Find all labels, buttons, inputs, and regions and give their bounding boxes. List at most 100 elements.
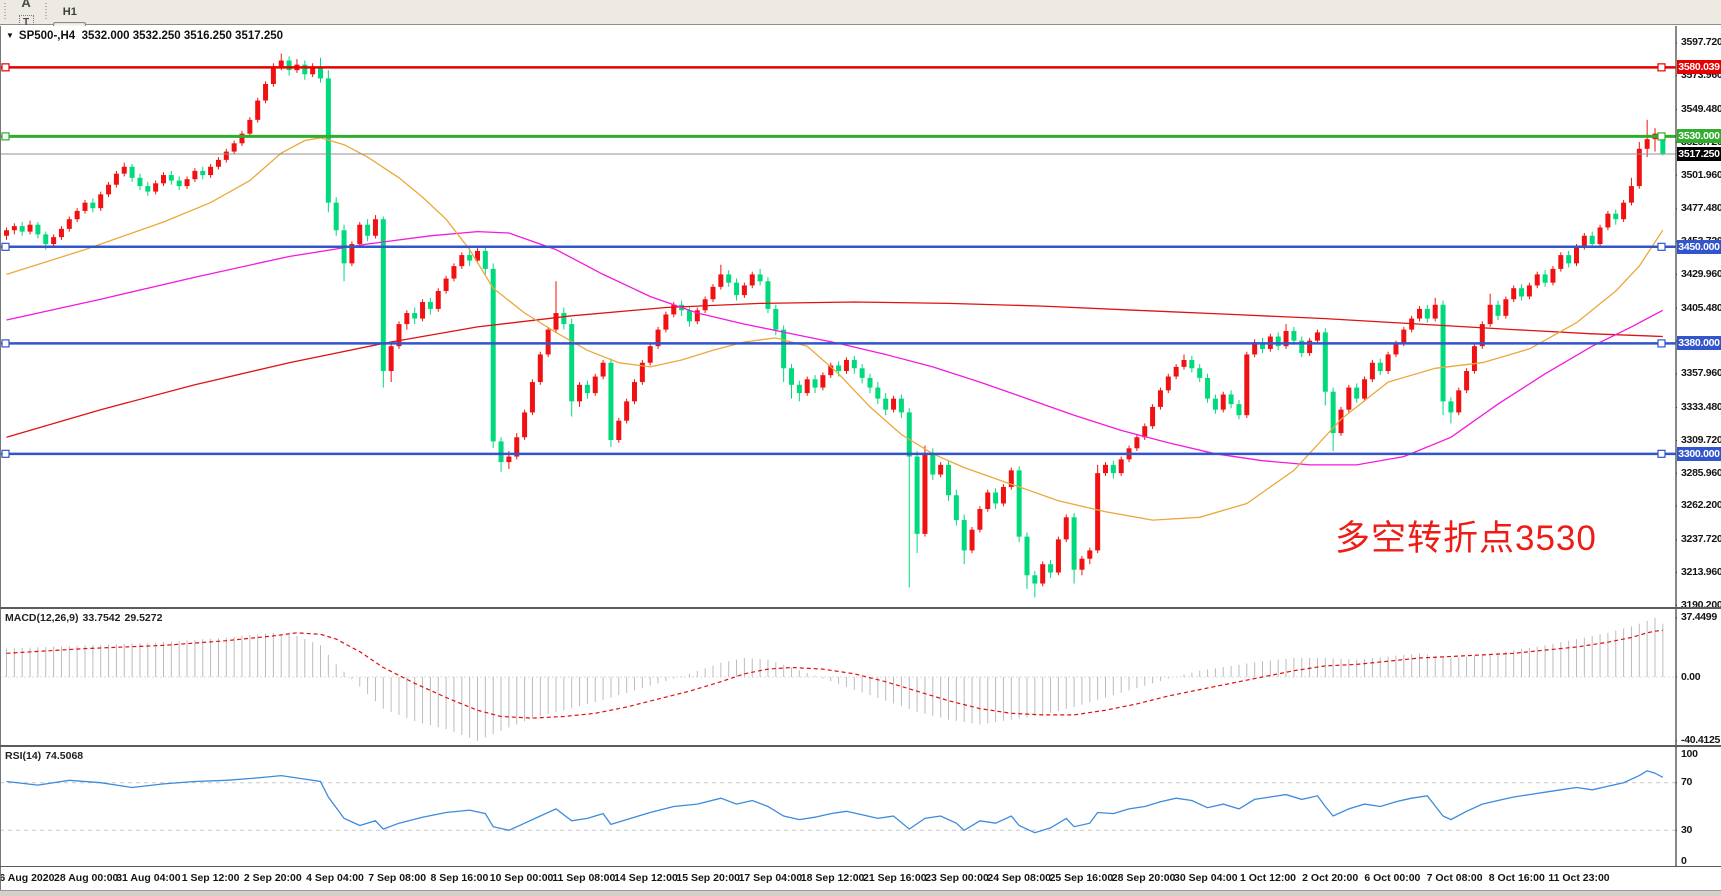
line-handle[interactable] <box>1657 449 1666 458</box>
line-handle[interactable] <box>1657 132 1666 141</box>
time-tick: 1 Sep 12:00 <box>181 872 240 884</box>
price-tick: 3237.720 <box>1681 533 1721 546</box>
line-handle[interactable] <box>1657 63 1666 72</box>
time-tick: 8 Oct 16:00 <box>1488 872 1545 884</box>
time-tick: 25 Sep 16:00 <box>1049 872 1114 884</box>
price-tick: 3213.960 <box>1681 566 1721 579</box>
toolbar-grip[interactable] <box>3 3 8 21</box>
macd-axis-tick: 0.00 <box>1681 670 1701 683</box>
time-tick: 28 Sep 20:00 <box>1111 872 1176 884</box>
time-tick: 10 Sep 00:00 <box>489 872 554 884</box>
line-handle[interactable] <box>1 63 10 72</box>
price-tag-3517.250: 3517.250 <box>1677 146 1721 161</box>
rsi-axis-tick: 70 <box>1681 776 1693 789</box>
time-tick: 15 Sep 20:00 <box>676 872 741 884</box>
macd-name: MACD(12,26,9) <box>5 612 79 624</box>
panel-separator-macd-rsi[interactable] <box>0 745 1721 747</box>
price-tag-3580.039: 3580.039 <box>1677 60 1721 75</box>
window-bottom-edge <box>0 890 1721 896</box>
price-tick: 3357.960 <box>1681 367 1721 380</box>
time-tick: 11 Sep 08:00 <box>552 872 616 884</box>
macd-axis-tick: -40.4125 <box>1681 734 1721 747</box>
time-tick: 6 Oct 00:00 <box>1364 872 1421 884</box>
time-tick: 14 Sep 12:00 <box>614 872 678 884</box>
time-tick: 2 Sep 20:00 <box>243 872 302 884</box>
time-tick: 8 Sep 16:00 <box>430 872 489 884</box>
price-tick: 3262.200 <box>1681 499 1721 512</box>
macd-histogram <box>6 617 1664 741</box>
text-tool-button[interactable]: A <box>12 0 40 12</box>
price-tag-3530.000: 3530.000 <box>1677 129 1721 144</box>
time-tick: 2 Oct 20:00 <box>1302 872 1359 884</box>
chart-symbol-timeframe: SP500-,H4 <box>18 30 76 42</box>
macd-signal-line <box>6 629 1663 719</box>
ma-slow-line <box>6 301 1663 438</box>
time-tick: 30 Sep 04:00 <box>1173 872 1238 884</box>
horizontal-line-3530.000[interactable] <box>0 132 1676 141</box>
rsi-axis-tick: 100 <box>1681 747 1698 760</box>
price-tick: 3549.480 <box>1681 103 1721 116</box>
price-tag-3300.000: 3300.000 <box>1677 446 1721 461</box>
timeframe-button-h1[interactable]: H1 <box>62 6 77 18</box>
rsi-line <box>6 770 1664 834</box>
symbol-dropdown-icon[interactable]: ▼ <box>6 31 14 40</box>
price-tick: 3309.720 <box>1681 433 1721 446</box>
horizontal-line-3450.000[interactable] <box>0 242 1676 251</box>
line-handle[interactable] <box>1 449 10 458</box>
chart-window: ▼ SP500-,H4 3532.000 3532.250 3516.250 35… <box>0 26 1721 896</box>
rsi-axis-tick: 0 <box>1681 854 1687 867</box>
time-tick: 1 Oct 12:00 <box>1239 872 1297 884</box>
panel-separator-rsi-timeaxis <box>0 866 1721 867</box>
macd-indicator-label: MACD(12,26,9) 33.7542 29.5272 <box>5 612 166 624</box>
price-tick: 3429.960 <box>1681 267 1721 280</box>
time-tick: 28 Aug 00:00 <box>53 872 119 884</box>
panel-separator-main-macd[interactable] <box>0 607 1721 609</box>
line-handle[interactable] <box>1 132 10 141</box>
chart-canvas[interactable] <box>0 26 1721 890</box>
candles-layer[interactable] <box>4 53 1666 598</box>
time-tick: 18 Sep 12:00 <box>800 872 865 884</box>
line-handle[interactable] <box>1 242 10 251</box>
line-handle[interactable] <box>1657 339 1666 348</box>
macd-value: 33.7542 <box>82 612 121 624</box>
price-tick: 3597.720 <box>1681 36 1721 49</box>
price-tick: 3285.960 <box>1681 466 1721 479</box>
price-tick: 3477.480 <box>1681 202 1721 215</box>
time-tick: 11 Oct 23:00 <box>1548 872 1610 884</box>
time-tick: 26 Aug 2020 <box>0 872 55 884</box>
horizontal-line-3300.000[interactable] <box>0 449 1676 458</box>
time-tick: 17 Sep 04:00 <box>738 872 803 884</box>
text-tool-icon: A <box>21 0 31 10</box>
rsi-indicator-label: RSI(14) 74.5068 <box>5 750 87 762</box>
macd-axis-tick: 37.4499 <box>1681 611 1717 624</box>
time-tick: 7 Oct 08:00 <box>1426 872 1483 884</box>
time-tick: 4 Sep 04:00 <box>306 872 364 884</box>
price-tag-3380.000: 3380.000 <box>1677 336 1721 351</box>
rsi-axis-tick: 30 <box>1681 823 1693 836</box>
macd-signal-value: 29.5272 <box>124 612 163 624</box>
time-tick: 23 Sep 00:00 <box>925 872 989 884</box>
ma-mid-line <box>6 230 1664 466</box>
window-left-frame <box>0 26 1 890</box>
ma-fast-line <box>6 137 1664 521</box>
chart-title: ▼ SP500-,H4 3532.000 3532.250 3516.250 35… <box>6 30 283 42</box>
line-handle[interactable] <box>1 339 10 348</box>
price-tick: 3333.480 <box>1681 401 1721 414</box>
time-tick: 24 Sep 08:00 <box>987 872 1052 884</box>
price-tick: 3405.480 <box>1681 301 1721 314</box>
time-tick: 21 Sep 16:00 <box>862 872 927 884</box>
horizontal-line-3580.039[interactable] <box>0 63 1676 72</box>
toolbar: FAT⇄▾ M1M5M15M30H1H4D1W1MN <box>0 0 1721 98</box>
price-tick: 3190.200 <box>1681 598 1721 611</box>
toolbar-grip[interactable] <box>44 3 50 21</box>
line-handle[interactable] <box>1657 242 1666 251</box>
chart-text-annotation[interactable]: 多空转折点3530 <box>1335 519 1597 558</box>
time-tick: 31 Aug 04:00 <box>116 872 181 884</box>
price-tick: 3501.960 <box>1681 168 1721 181</box>
price-axis[interactable]: 3597.7203573.9603549.4803525.7203501.960… <box>1677 26 1721 890</box>
rsi-name: RSI(14) <box>5 750 42 762</box>
price-tag-3450.000: 3450.000 <box>1677 239 1721 254</box>
horizontal-line-3380.000[interactable] <box>0 339 1676 348</box>
